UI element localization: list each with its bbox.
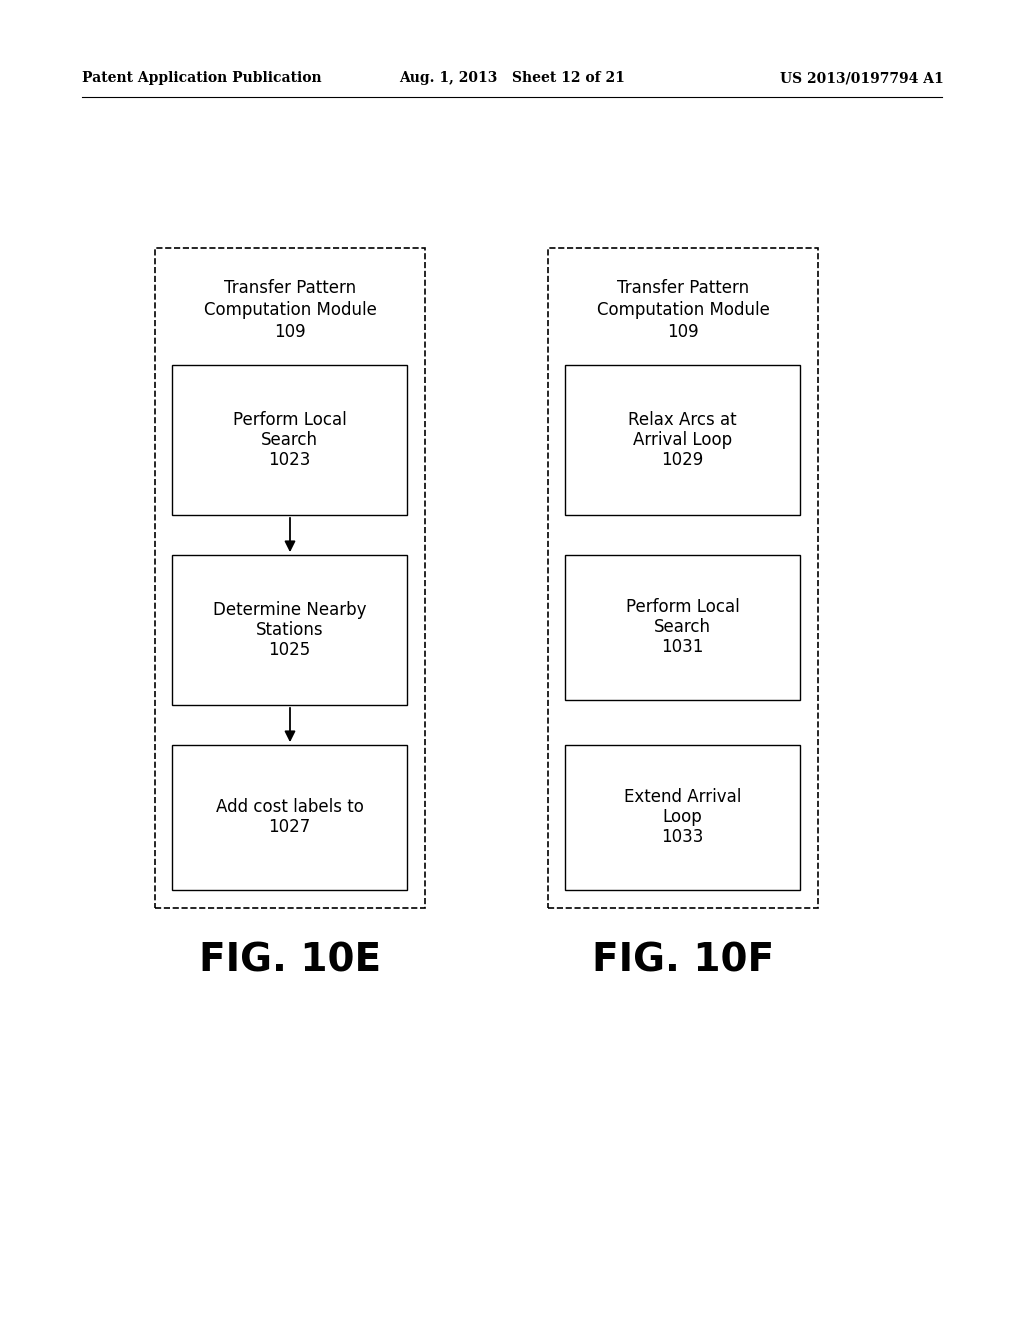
Text: Transfer Pattern: Transfer Pattern bbox=[616, 279, 750, 297]
Text: 1029: 1029 bbox=[662, 451, 703, 469]
Bar bbox=[565, 554, 800, 700]
Text: Add cost labels to: Add cost labels to bbox=[216, 799, 364, 817]
Text: Determine Nearby: Determine Nearby bbox=[213, 601, 367, 619]
Text: 109: 109 bbox=[274, 323, 306, 341]
Text: Computation Module: Computation Module bbox=[204, 301, 377, 319]
Text: Computation Module: Computation Module bbox=[597, 301, 769, 319]
Bar bbox=[548, 248, 818, 908]
Text: Relax Arcs at: Relax Arcs at bbox=[628, 411, 737, 429]
Text: Perform Local: Perform Local bbox=[232, 411, 346, 429]
Text: Search: Search bbox=[654, 619, 711, 636]
Text: 1025: 1025 bbox=[268, 642, 310, 659]
Bar bbox=[172, 554, 407, 705]
Text: Perform Local: Perform Local bbox=[626, 598, 739, 616]
Bar bbox=[172, 744, 407, 890]
Bar bbox=[155, 248, 425, 908]
Text: Arrival Loop: Arrival Loop bbox=[633, 432, 732, 449]
Text: Aug. 1, 2013   Sheet 12 of 21: Aug. 1, 2013 Sheet 12 of 21 bbox=[399, 71, 625, 84]
Bar bbox=[565, 744, 800, 890]
Text: Search: Search bbox=[261, 432, 318, 449]
Text: 1031: 1031 bbox=[662, 639, 703, 656]
Text: Stations: Stations bbox=[256, 620, 324, 639]
Text: 1023: 1023 bbox=[268, 451, 310, 469]
Text: Extend Arrival: Extend Arrival bbox=[624, 788, 741, 807]
Text: Transfer Pattern: Transfer Pattern bbox=[224, 279, 356, 297]
Text: 1033: 1033 bbox=[662, 829, 703, 846]
Text: 109: 109 bbox=[668, 323, 698, 341]
Text: Patent Application Publication: Patent Application Publication bbox=[82, 71, 322, 84]
Bar bbox=[172, 366, 407, 515]
Text: 1027: 1027 bbox=[268, 818, 310, 837]
Text: FIG. 10E: FIG. 10E bbox=[199, 941, 381, 979]
Text: Loop: Loop bbox=[663, 808, 702, 826]
Text: US 2013/0197794 A1: US 2013/0197794 A1 bbox=[780, 71, 944, 84]
Text: FIG. 10F: FIG. 10F bbox=[592, 941, 774, 979]
Bar bbox=[565, 366, 800, 515]
